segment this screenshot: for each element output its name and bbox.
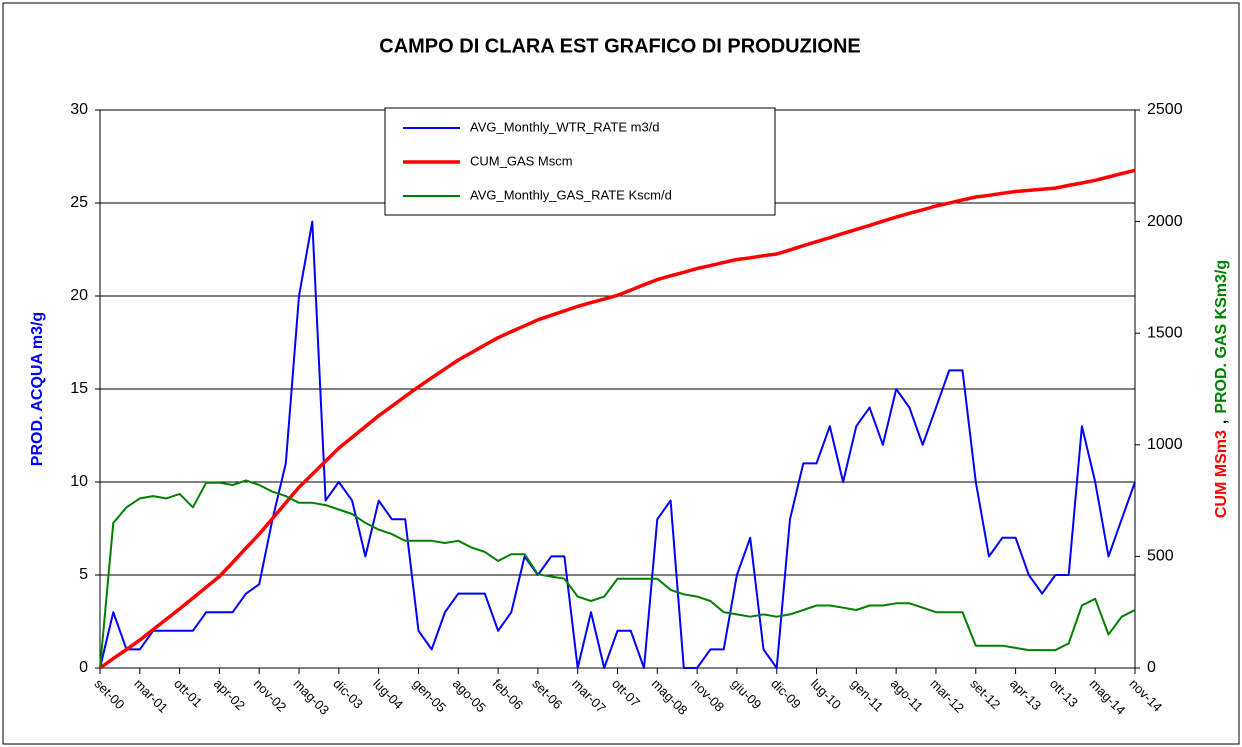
y2-tick-label: 2500	[1147, 101, 1183, 118]
series-line	[99, 479, 1136, 669]
legend-box	[384, 107, 776, 216]
chart-title: CAMPO DI CLARA EST GRAFICO DI PRODUZIONE	[379, 35, 860, 57]
y2-tick-label: 0	[1147, 659, 1156, 676]
y-tick-label: 0	[79, 659, 88, 676]
y-tick-label: 25	[70, 194, 88, 211]
y2-axis-title-part: PROD. GAS KSm3/g	[1213, 260, 1230, 414]
legend-label: CUM_GAS Mscm	[470, 153, 573, 168]
legend-label: AVG_Monthly_WTR_RATE m3/d	[470, 119, 660, 134]
series-line	[98, 168, 1136, 670]
y-tick-label: 30	[70, 101, 88, 118]
y2-axis-title-part: ,	[1213, 420, 1230, 424]
y2-axis-title-part: CUM MSm3	[1213, 430, 1230, 518]
y2-tick-label: 2000	[1147, 213, 1183, 230]
y-axis-title: PROD. ACQUA m3/g	[29, 312, 46, 466]
y-tick-label: 5	[79, 566, 88, 583]
y-tick-label: 10	[70, 473, 88, 490]
y-tick-label: 20	[70, 287, 88, 304]
y2-tick-label: 1000	[1147, 436, 1183, 453]
y2-axis-title: CUM MSm3, PROD. GAS KSm3/g	[1213, 260, 1230, 518]
y2-tick-label: 1500	[1147, 324, 1183, 341]
legend-label: AVG_Monthly_GAS_RATE Kscm/d	[470, 187, 672, 202]
y2-tick-label: 500	[1147, 548, 1174, 565]
y-tick-label: 15	[70, 380, 88, 397]
